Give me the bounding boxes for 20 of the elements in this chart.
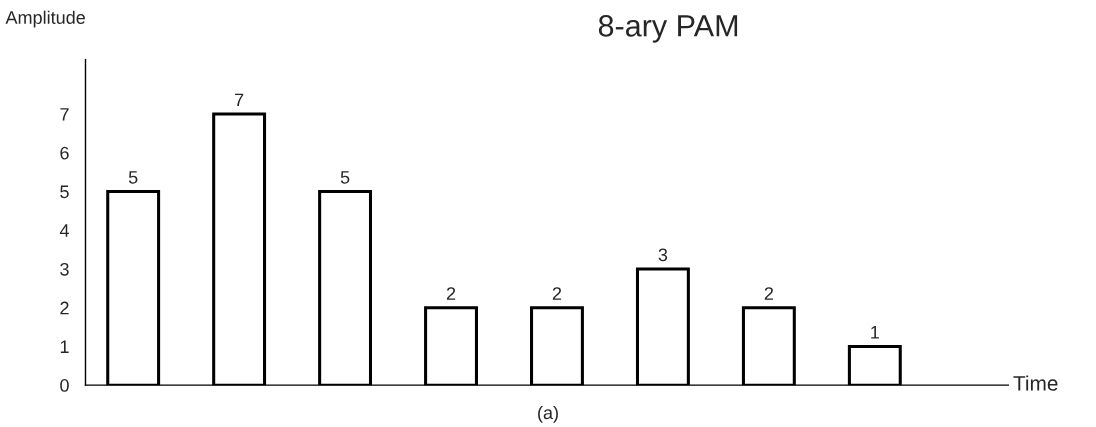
data-label: 1 — [871, 326, 879, 339]
data-label: 2 — [764, 287, 773, 300]
y-tick-label: 2 — [60, 301, 69, 315]
data-label: 3 — [658, 248, 668, 262]
data-label: 5 — [340, 171, 350, 184]
y-axis-title: Amplitude — [5, 10, 85, 28]
y-tick-label: 3 — [60, 262, 69, 276]
text: (a) — [538, 405, 558, 423]
y-tick-label: 7 — [60, 108, 69, 121]
data-label: 2 — [552, 287, 562, 300]
data-label: 7 — [235, 93, 244, 107]
y-tick-label: 4 — [59, 224, 69, 237]
y-tick-label: 6 — [60, 146, 69, 160]
x-axis-title: Time — [1013, 375, 1058, 391]
y-tick-label: 5 — [60, 185, 69, 199]
data-label: 2 — [446, 287, 456, 300]
chart-title: 8-ary PAM — [598, 15, 738, 43]
data-label: 5 — [128, 171, 138, 184]
y-tick-label: 0 — [60, 379, 69, 392]
y-tick-label: 1 — [60, 340, 69, 353]
